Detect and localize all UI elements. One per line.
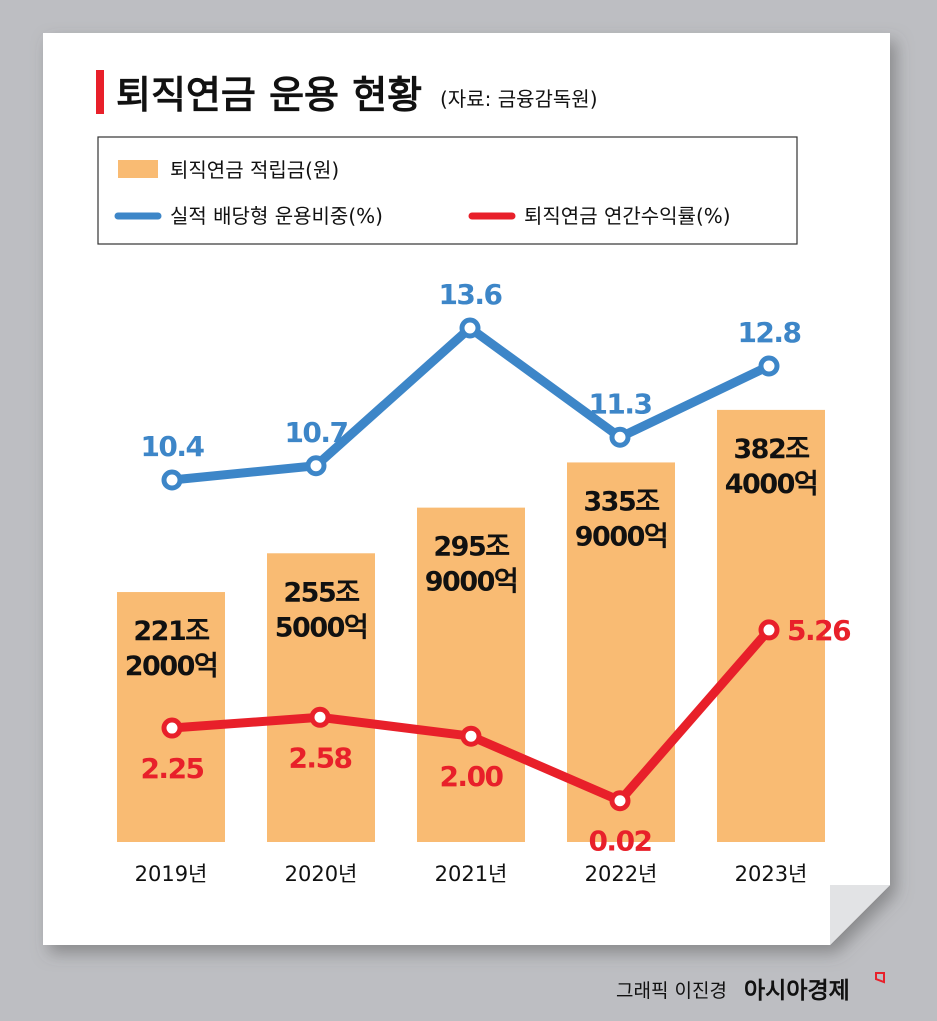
brand-logo-mark <box>875 972 885 984</box>
red-data-label: 0.02 <box>588 825 651 858</box>
blue-point <box>459 317 481 339</box>
bar-label: 255조 <box>283 577 359 608</box>
x-tick-label: 2022년 <box>585 862 658 886</box>
red-data-label: 2.58 <box>288 741 351 774</box>
legend-label-red: 퇴직연금 연간수익률(%) <box>524 204 731 228</box>
page-title: 퇴직연금 운용 현황 <box>116 73 422 117</box>
red-point <box>161 717 183 739</box>
bar-label: 221조 <box>133 616 209 647</box>
bar <box>117 592 225 842</box>
bar-label: 382조 <box>733 434 809 465</box>
title-accent-bar <box>96 70 104 114</box>
blue-data-label: 10.4 <box>140 430 204 463</box>
legend: 퇴직연금 적립금(원) 실적 배당형 운용비중(%) 퇴직연금 연간수익률(%) <box>97 136 798 245</box>
blue-data-label: 13.6 <box>438 278 501 311</box>
bar-label: 9000억 <box>425 567 518 598</box>
red-point <box>609 790 631 812</box>
x-tick-label: 2023년 <box>735 862 808 886</box>
x-tick-label: 2020년 <box>285 862 358 886</box>
blue-data-label: 12.8 <box>737 316 800 349</box>
legend-swatch-bar <box>118 160 158 178</box>
legend-label-blue: 실적 배당형 운용비중(%) <box>170 204 383 228</box>
red-point <box>758 619 780 641</box>
folded-corner <box>830 885 890 945</box>
bar <box>267 553 375 842</box>
blue-point <box>758 355 780 377</box>
red-point <box>309 706 331 728</box>
bar <box>417 507 525 842</box>
bar-label: 335조 <box>583 486 659 517</box>
red-data-label: 2.00 <box>439 760 503 793</box>
credit-artist: 그래픽 이진경 <box>616 980 727 1002</box>
bar-label: 9000억 <box>575 521 668 552</box>
bar-label: 2000억 <box>125 651 218 682</box>
credit-brand: 아시아경제 <box>744 978 850 1004</box>
blue-data-label: 11.3 <box>588 387 651 420</box>
bar-label: 295조 <box>433 532 509 563</box>
bar <box>567 462 675 842</box>
source-note: (자료: 금융감독원) <box>440 87 598 111</box>
red-data-label: 5.26 <box>787 614 850 647</box>
x-tick-label: 2021년 <box>435 862 508 886</box>
blue-point <box>305 455 327 477</box>
legend-label-bar: 퇴직연금 적립금(원) <box>170 158 339 182</box>
x-tick-label: 2019년 <box>135 862 208 886</box>
blue-data-label: 10.7 <box>284 416 347 449</box>
red-data-label: 2.25 <box>140 752 203 785</box>
paper <box>43 33 890 945</box>
blue-point <box>161 469 183 491</box>
bar-label: 5000억 <box>275 612 368 643</box>
blue-point <box>609 426 631 448</box>
bar-label: 4000억 <box>725 469 818 500</box>
red-point <box>460 725 482 747</box>
